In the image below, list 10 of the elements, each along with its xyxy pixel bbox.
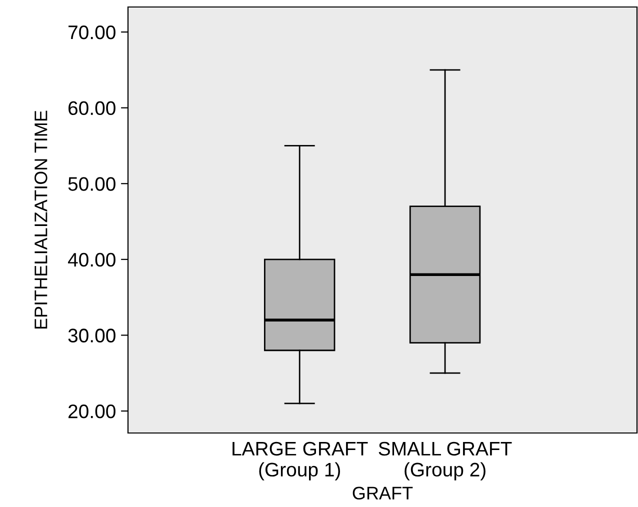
y-tick-label: 50.00 bbox=[68, 177, 116, 191]
y-tick-label: 30.00 bbox=[68, 328, 116, 342]
x-tick-label: SMALL GRAFT (Group 2) bbox=[378, 442, 512, 480]
x-tick-label: LARGE GRAFT (Group 1) bbox=[232, 442, 368, 480]
y-tick-label: 60.00 bbox=[68, 101, 116, 116]
x-axis-title: GRAFT bbox=[352, 486, 413, 500]
y-tick-label: 70.00 bbox=[68, 25, 116, 40]
y-axis-title: EPITHELIALIZATION TIME bbox=[34, 110, 48, 329]
y-tick-label: 40.00 bbox=[68, 252, 116, 267]
y-tick-label: 20.00 bbox=[68, 404, 116, 418]
